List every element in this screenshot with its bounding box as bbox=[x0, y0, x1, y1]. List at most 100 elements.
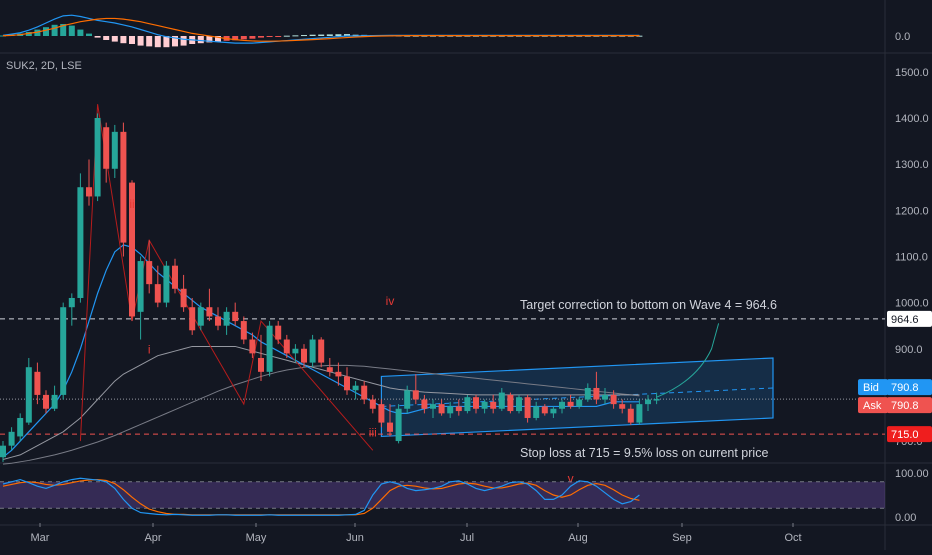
candle-body bbox=[232, 311, 239, 322]
candle-body bbox=[283, 339, 290, 354]
rsi-line bbox=[2, 477, 640, 516]
candle-body bbox=[395, 408, 402, 442]
candle-body bbox=[240, 321, 247, 340]
time-tick-label: Jun bbox=[346, 532, 364, 544]
rsi-axis-label: 100.00 bbox=[895, 468, 929, 480]
macd-histogram-bar bbox=[206, 36, 213, 43]
candle-body bbox=[619, 404, 626, 409]
candle-body bbox=[146, 261, 153, 285]
candle-body bbox=[189, 307, 196, 331]
candle-body bbox=[154, 284, 161, 303]
macd-histogram-bar bbox=[292, 35, 299, 37]
stop-price-badge-bg bbox=[887, 426, 932, 443]
candle-body bbox=[447, 406, 454, 414]
candle-body bbox=[404, 390, 411, 409]
time-tick-label: May bbox=[246, 532, 267, 544]
candle-body bbox=[507, 394, 514, 412]
time-tick-label: Oct bbox=[784, 532, 801, 544]
ask-label: Ask bbox=[863, 400, 882, 412]
bid-price-badge: 790.8 bbox=[891, 382, 919, 394]
time-tick-label: Sep bbox=[672, 532, 692, 544]
macd-histogram-bar bbox=[249, 36, 256, 39]
macd-histogram-bar bbox=[129, 36, 135, 44]
candle-body bbox=[481, 401, 488, 409]
candle-body bbox=[455, 406, 462, 412]
macd-histogram-bar bbox=[240, 36, 247, 40]
candle-body bbox=[266, 325, 273, 372]
candle-body bbox=[8, 431, 15, 446]
macd-histogram-bar bbox=[77, 29, 84, 36]
macd-histogram-bar bbox=[283, 35, 290, 37]
candle-body bbox=[34, 371, 41, 395]
channel-midline bbox=[381, 387, 774, 407]
candle-body bbox=[111, 131, 118, 169]
macd-histogram-bar bbox=[326, 34, 333, 36]
candle-body bbox=[421, 399, 428, 409]
macd-histogram-bar bbox=[137, 36, 144, 46]
candle-body bbox=[172, 265, 178, 289]
candle-body bbox=[344, 376, 350, 391]
candle-body bbox=[137, 261, 144, 312]
macd-histogram-bar bbox=[120, 36, 127, 44]
price-tick-label: 900.0 bbox=[895, 344, 923, 356]
macd-histogram-bar bbox=[309, 34, 316, 36]
target-annotation: Target correction to bottom on Wave 4 = … bbox=[520, 298, 777, 312]
candle-body bbox=[86, 187, 92, 197]
candle-body bbox=[430, 404, 436, 409]
wave-label: v bbox=[568, 472, 574, 486]
candle-body bbox=[593, 387, 600, 400]
candle-body bbox=[206, 307, 213, 317]
candle-body bbox=[516, 397, 522, 412]
macd-histogram-bar bbox=[163, 36, 170, 48]
candle-body bbox=[550, 408, 557, 414]
macd-histogram-bar bbox=[86, 33, 92, 36]
macd-histogram-bar bbox=[60, 24, 67, 36]
candle-body bbox=[352, 385, 359, 391]
candle-body bbox=[0, 445, 6, 458]
candle-body bbox=[473, 397, 479, 409]
candle-body bbox=[576, 399, 583, 407]
price-tick-label: 1300.0 bbox=[895, 159, 929, 171]
candle-body bbox=[533, 406, 540, 418]
candle-body bbox=[197, 307, 204, 326]
price-tick-label: 1500.0 bbox=[895, 67, 929, 79]
ask-price-badge-bg bbox=[887, 397, 932, 414]
candle-body bbox=[94, 118, 101, 197]
macd-histogram-bar bbox=[344, 34, 350, 36]
candle-body bbox=[249, 339, 256, 354]
rsi-axis-label: 0.00 bbox=[895, 512, 916, 524]
macd-histogram-bar bbox=[34, 29, 41, 36]
macd-histogram-bar bbox=[68, 25, 75, 36]
symbol-label: SUK2, 2D, LSE bbox=[6, 60, 82, 72]
candle-body bbox=[60, 307, 67, 395]
stop-price-badge: 715.0 bbox=[891, 429, 919, 441]
candle-body bbox=[215, 316, 221, 326]
candle-body bbox=[17, 417, 24, 437]
projection-path bbox=[656, 323, 720, 398]
price-tick-label: 1100.0 bbox=[895, 251, 928, 263]
rsi-pane bbox=[0, 477, 885, 516]
time-tick-label: Apr bbox=[144, 532, 161, 544]
macd-histogram-bar bbox=[352, 34, 359, 36]
macd-histogram-bar bbox=[266, 36, 273, 37]
macd-histogram-bar bbox=[258, 36, 264, 38]
wave-label: iv bbox=[386, 294, 395, 308]
macd-histogram-bar bbox=[197, 36, 204, 44]
macd-histogram-bar bbox=[301, 35, 307, 37]
time-tick-label: Mar bbox=[31, 532, 50, 544]
macd-histogram-bar bbox=[103, 36, 110, 40]
wave-label: i bbox=[148, 342, 151, 356]
sma-50-line bbox=[2, 345, 640, 460]
candle-body bbox=[636, 404, 643, 423]
candle-body bbox=[335, 371, 342, 377]
candle-body bbox=[645, 399, 651, 405]
candle-body bbox=[412, 390, 419, 400]
candle-body bbox=[103, 127, 110, 169]
macd-histogram-bar bbox=[111, 36, 118, 42]
candle-body bbox=[301, 348, 307, 363]
macd-histogram-bar bbox=[154, 36, 161, 48]
